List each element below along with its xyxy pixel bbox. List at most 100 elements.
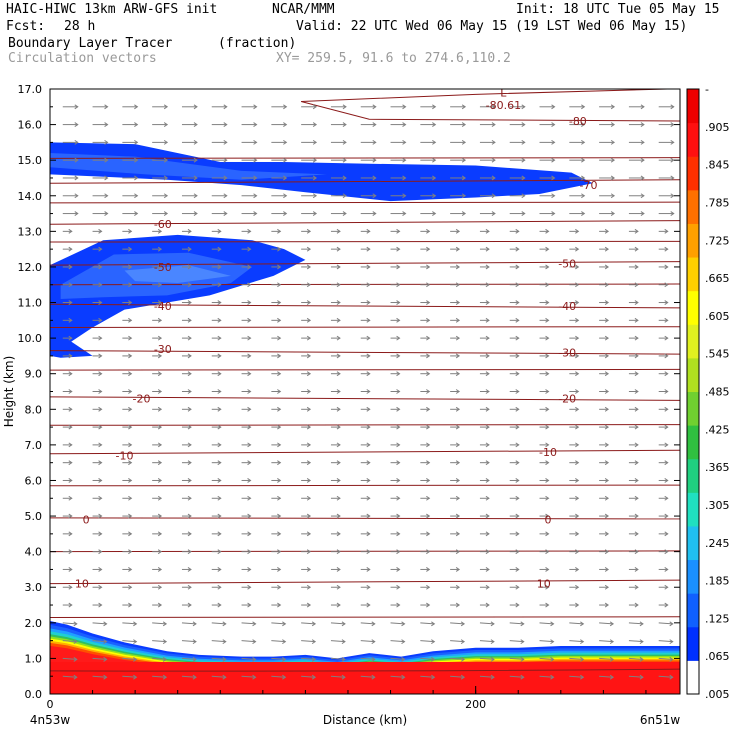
vector-arrowhead	[366, 246, 371, 252]
vector-arrow	[658, 622, 673, 625]
vector-arrowhead	[157, 531, 163, 537]
vector-arrowhead	[455, 371, 461, 377]
vector-arrowhead	[192, 674, 197, 680]
vector-arrowhead	[402, 104, 407, 110]
colorbar-label: .605	[705, 310, 730, 323]
vector-arrowhead	[461, 175, 467, 181]
vector-arrowhead	[247, 584, 252, 590]
vector-arrowhead	[640, 122, 645, 128]
vector-arrowhead	[426, 371, 431, 377]
vector-arrowhead	[306, 495, 312, 501]
vector-arrowhead	[252, 621, 257, 627]
temperature-contour	[50, 396, 680, 401]
vector-arrowhead	[336, 513, 341, 519]
vector-arrowhead	[252, 674, 257, 680]
vector-arrowhead	[336, 335, 341, 341]
colorbar-swatch	[687, 324, 699, 359]
vector-arrowhead	[604, 406, 610, 412]
vector-arrowhead	[550, 674, 555, 680]
vector-arrowhead	[366, 442, 371, 448]
vector-arrowhead	[187, 406, 192, 412]
vector-arrowhead	[402, 139, 407, 145]
vector-arrowhead	[432, 193, 437, 199]
vector-arrowhead	[515, 549, 520, 555]
vector-arrowhead	[134, 211, 139, 216]
vector-arrow	[92, 675, 107, 678]
vector-arrowhead	[396, 460, 401, 466]
vector-arrow	[509, 657, 524, 660]
vector-arrowhead	[581, 157, 586, 163]
colorbar-label: .545	[705, 348, 730, 361]
vector-arrowhead	[610, 104, 616, 110]
vector-arrowhead	[520, 639, 525, 645]
vector-arrow	[599, 622, 614, 625]
vector-arrowhead	[670, 211, 675, 216]
vector-arrowhead	[460, 639, 466, 645]
vector-arrowhead	[485, 442, 490, 448]
vector-arrowhead	[366, 282, 371, 288]
vector-arrowhead	[282, 639, 287, 645]
vector-arrowhead	[163, 139, 169, 145]
vector-arrowhead	[217, 353, 222, 359]
vector-arrowhead	[98, 264, 103, 270]
vector-arrowhead	[640, 139, 645, 145]
vector-arrowhead	[426, 317, 431, 323]
vector-arrowhead	[104, 193, 109, 199]
vector-arrowhead	[68, 567, 73, 572]
vector-arrowhead	[455, 389, 461, 394]
vector-arrowhead	[98, 424, 103, 430]
vector-arrowhead	[104, 211, 109, 216]
vector-arrowhead	[634, 335, 639, 341]
vector-arrowhead	[134, 175, 139, 181]
vector-arrowhead	[366, 584, 371, 590]
vector-arrowhead	[128, 246, 133, 252]
vector-arrowhead	[604, 317, 610, 323]
temperature-contour	[50, 201, 680, 204]
vector-arrowhead	[455, 478, 461, 483]
vector-arrowhead	[282, 674, 287, 680]
vector-arrow	[181, 640, 196, 643]
vector-arrowhead	[217, 264, 222, 270]
vector-arrowhead	[336, 371, 341, 377]
vector-arrowhead	[187, 317, 192, 323]
vector-arrowhead	[306, 371, 312, 377]
vector-arrowhead	[157, 460, 163, 466]
vector-arrowhead	[74, 104, 79, 110]
vector-arrowhead	[306, 584, 312, 590]
vector-arrowhead	[128, 228, 133, 234]
vector-arrowhead	[98, 460, 103, 466]
vector-arrowhead	[277, 317, 282, 323]
temperature-contour	[301, 89, 668, 102]
vector-arrowhead	[103, 674, 108, 680]
vector-arrowhead	[217, 495, 222, 501]
vector-arrowhead	[283, 157, 288, 163]
vector-arrowhead	[396, 371, 401, 377]
vector-arrowhead	[581, 139, 586, 145]
forecast-hour: 28 h	[64, 19, 96, 34]
vector-arrow	[390, 675, 405, 678]
vector-arrowhead	[610, 193, 616, 199]
vector-arrowhead	[664, 353, 669, 359]
vector-arrowhead	[74, 122, 79, 128]
vector-arrowhead	[283, 175, 288, 181]
vector-arrowhead	[490, 621, 495, 627]
vector-arrowhead	[306, 317, 312, 323]
colorbar-swatch	[687, 425, 699, 460]
vector-arrowhead	[247, 389, 252, 394]
vector-arrowhead	[187, 531, 192, 537]
contour-label: -40	[558, 300, 576, 313]
vector-arrowhead	[604, 353, 610, 359]
vector-arrowhead	[277, 246, 282, 252]
vector-arrowhead	[491, 122, 496, 128]
vector-arrowhead	[551, 122, 556, 128]
vector-arrowhead	[455, 549, 461, 555]
vector-arrowhead	[163, 157, 169, 163]
temperature-contour	[50, 303, 680, 309]
vector-arrowhead	[580, 656, 585, 662]
vector-arrowhead	[634, 478, 639, 483]
vector-arrowhead	[157, 478, 163, 483]
vector-arrowhead	[247, 371, 252, 377]
vector-arrowhead	[253, 122, 258, 128]
vector-arrowhead	[192, 656, 197, 662]
vector-arrowhead	[247, 531, 252, 537]
